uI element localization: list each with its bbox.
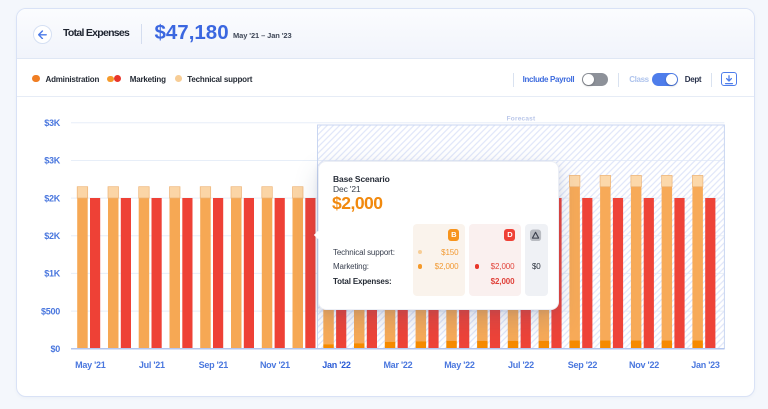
svg-text:$500: $500	[41, 306, 60, 316]
svg-text:Sep '21: Sep '21	[199, 360, 229, 370]
svg-text:May '21: May '21	[75, 360, 106, 370]
svg-text:$1K: $1K	[44, 269, 61, 279]
svg-text:$3K: $3K	[44, 118, 61, 128]
svg-text:Jul '21: Jul '21	[139, 360, 165, 370]
svg-text:$2K: $2K	[44, 193, 61, 203]
svg-text:Mar '22: Mar '22	[383, 360, 412, 370]
svg-text:Nov '22: Nov '22	[629, 360, 659, 370]
svg-text:Sep '22: Sep '22	[568, 360, 598, 370]
svg-text:Nov '21: Nov '21	[260, 360, 290, 370]
svg-text:$3K: $3K	[44, 156, 61, 166]
svg-text:$0: $0	[50, 344, 60, 354]
svg-text:May '22: May '22	[444, 360, 475, 370]
svg-text:Jan '23: Jan '23	[691, 360, 720, 370]
svg-text:Jul '22: Jul '22	[508, 360, 534, 370]
svg-text:Jan '22: Jan '22	[322, 360, 351, 370]
svg-text:$2K: $2K	[44, 231, 61, 241]
svg-text:Forecast: Forecast	[507, 116, 536, 123]
